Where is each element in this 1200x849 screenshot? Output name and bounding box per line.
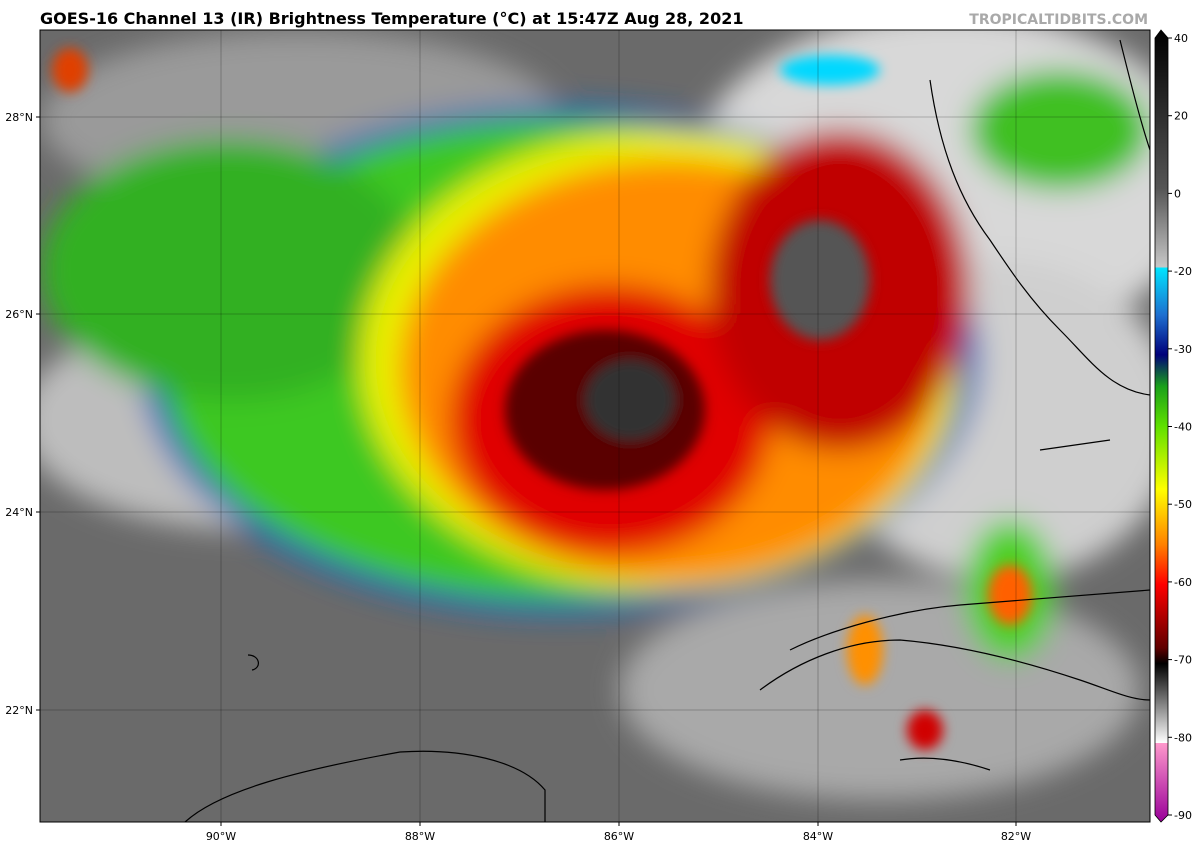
colorbar-tick-label: -60 [1174, 576, 1192, 589]
colorbar-tick-label: 0 [1174, 187, 1181, 200]
title: GOES-16 Channel 13 (IR) Brightness Tempe… [40, 9, 743, 28]
colorbar-tick-label: 20 [1174, 110, 1188, 123]
lat-label: 28°N [5, 111, 33, 124]
colorbar-tick-label: 40 [1174, 32, 1188, 45]
lon-label: 84°W [803, 830, 833, 843]
lat-label: 26°N [5, 308, 33, 321]
colorbar-tick-label: -40 [1174, 421, 1192, 434]
colorbar-ticks: 40 20 0 -20 -30 -40 -50 -60 -70 -80 -90 [1168, 32, 1192, 822]
colorbar-tick-label: -20 [1174, 265, 1192, 278]
lon-label: 90°W [206, 830, 236, 843]
colorbar [1154, 29, 1169, 823]
lat-label: 24°N [5, 506, 33, 519]
graticule [40, 30, 1150, 822]
coastlines [184, 39, 1150, 822]
lon-label: 82°W [1001, 830, 1031, 843]
colorbar-tick-label: -80 [1174, 731, 1192, 744]
lat-label: 22°N [5, 704, 33, 717]
colorbar-tick-label: -30 [1174, 343, 1192, 356]
satellite-image [40, 30, 1150, 822]
source: TROPICALTIDBITS.COM [969, 12, 1148, 28]
latitude-labels: 28°N 26°N 24°N 22°N [5, 111, 40, 717]
colorbar-tick-label: -50 [1174, 498, 1192, 511]
colorbar-tick-label: -70 [1174, 654, 1192, 667]
colorbar-tick-label: -90 [1174, 809, 1192, 822]
longitude-labels: 90°W 88°W 86°W 84°W 82°W [206, 822, 1031, 843]
lon-label: 88°W [405, 830, 435, 843]
map-frame [39, 29, 1151, 823]
lon-label: 86°W [604, 830, 634, 843]
